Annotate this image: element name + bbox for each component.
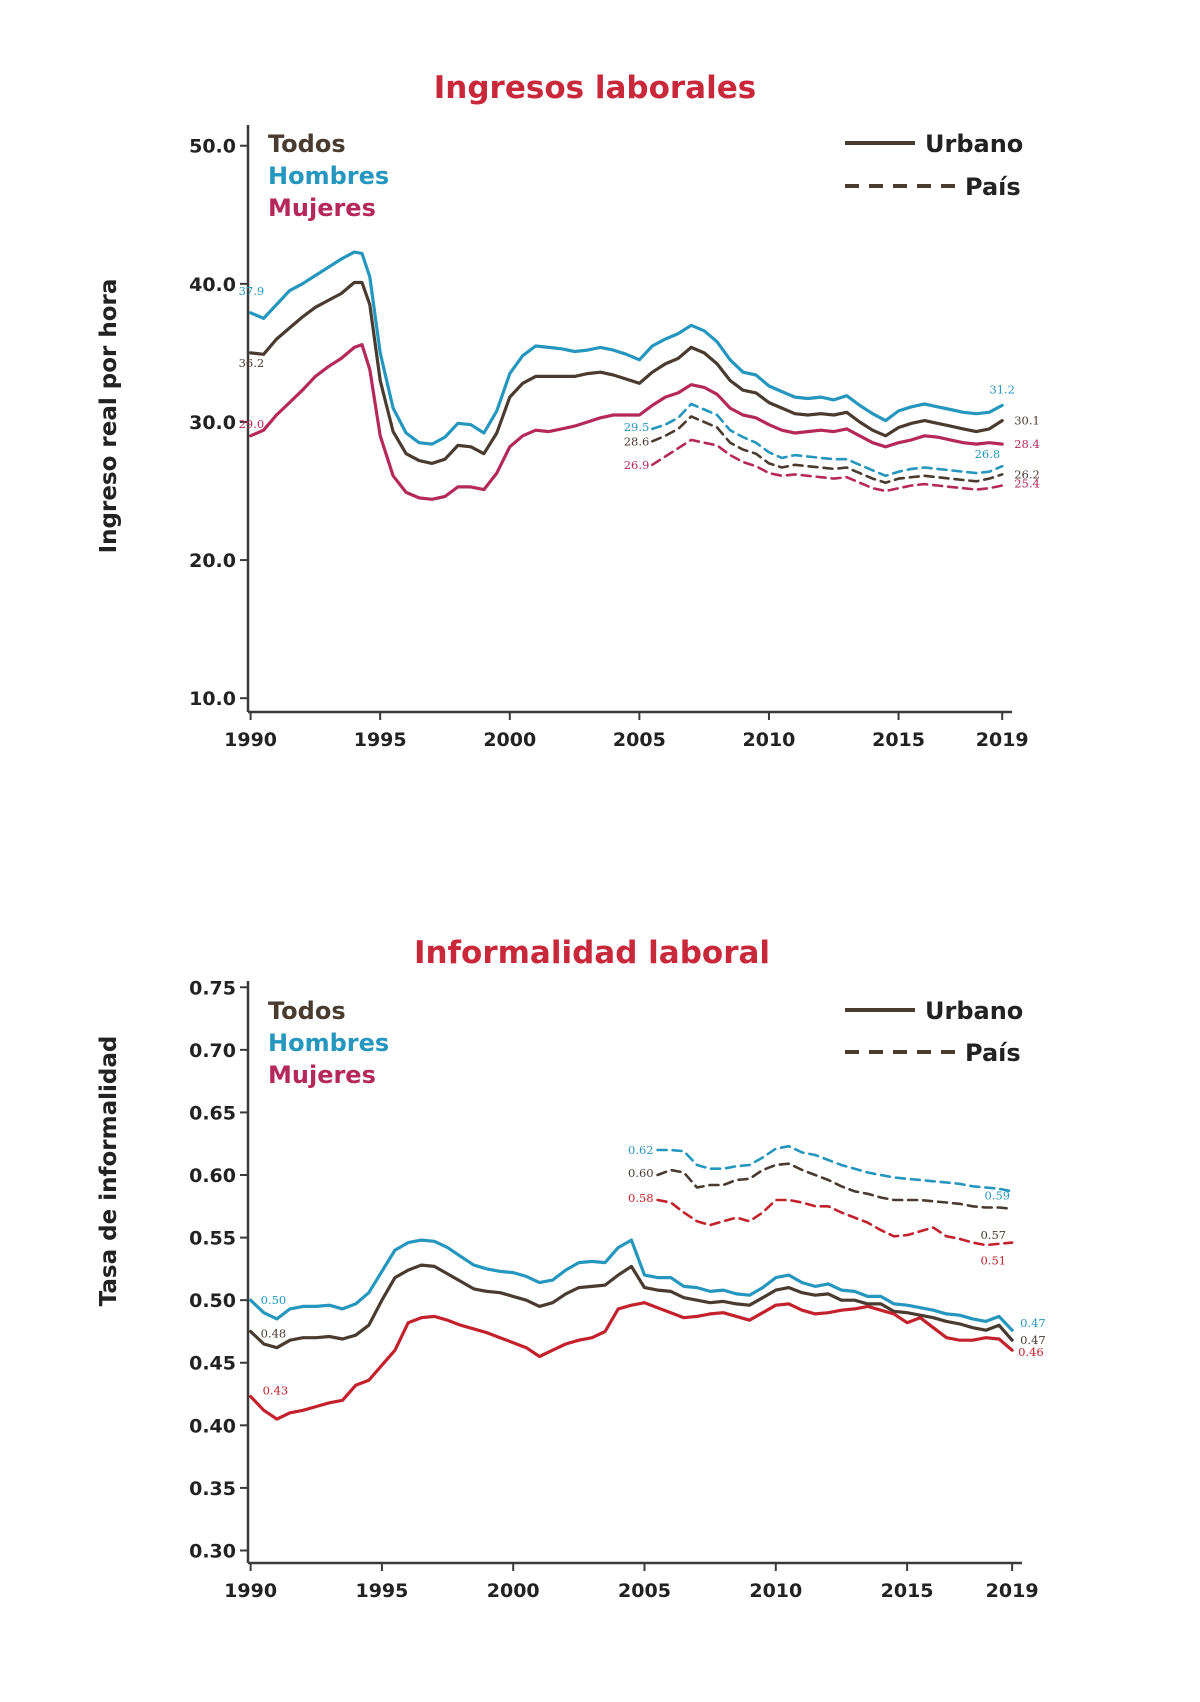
y-axis-label: Ingreso real por hora [96,279,122,554]
series-line-todos-solid [249,280,1004,465]
x-tick-label: 2005 [618,1580,671,1602]
legend-pais: País [965,1039,1021,1067]
series-line-hombres-solid [249,250,1004,446]
series-line-todos-dashed [650,415,1004,485]
x-tick-label: 2005 [613,729,666,751]
chart-title: Ingresos laborales [434,70,756,106]
series-line-todos-solid [249,1263,1014,1350]
data-label: 0.51 [980,1254,1006,1268]
data-label: 0.60 [628,1166,654,1180]
y-tick-label: 0.45 [189,1353,236,1375]
series-line-mujeres-dashed [656,1198,1014,1247]
plot-area: 0.30 0.35 0.40 0.45 0.50 0.55 0.60 0.65 0.70 0.75… [189,977,1046,1602]
data-label: 26.9 [624,458,650,472]
x-tick-label: 2010 [749,1580,802,1602]
data-label: 0.47 [1020,1316,1046,1330]
series-line-mujeres-dashed [650,438,1004,493]
legend-pais: País [965,173,1021,201]
legend-hombres: Hombres [268,162,389,190]
x-tick-label: 2015 [872,729,925,751]
series-line-hombres-solid [249,1238,1014,1332]
data-label: 0.62 [628,1143,654,1157]
y-tick-label: 0.55 [189,1228,236,1250]
data-label: 26.2 [1014,467,1040,481]
chart-informalidad-laboral: Informalidad laboral Todos Hombres Mujer… [96,935,1046,1602]
x-tick-label: 2000 [483,729,536,751]
y-tick-label: 0.65 [189,1102,236,1124]
data-label: 0.43 [263,1384,289,1398]
y-axis-label: Tasa de informalidad [96,1036,122,1307]
y-tick-label: 0.75 [189,977,236,999]
legend-urbano: Urbano [925,130,1023,158]
series-line-hombres-dashed [650,402,1004,478]
y-tick-label: 0.60 [189,1165,236,1187]
series-line-mujeres-solid [249,343,1004,501]
y-tick-label: 10.0 [189,688,236,710]
data-label: 28.6 [624,434,650,448]
data-label: 0.58 [628,1191,654,1205]
y-tick-label: 0.70 [189,1040,236,1062]
data-label: 0.46 [1018,1345,1044,1359]
y-tick-label: 50.0 [189,136,236,158]
y-tick-label: 20.0 [189,550,236,572]
data-label: 36.2 [239,356,265,370]
series-line-todos-dashed [656,1162,1014,1211]
x-tick-label: 1990 [224,729,277,751]
x-tick-label: 1995 [355,1580,408,1602]
x-tick-label: 2019 [976,729,1029,751]
data-label: 29.5 [624,420,650,434]
y-tick-label: 0.30 [189,1540,236,1562]
data-label: 0.50 [261,1293,287,1307]
chart-title: Informalidad laboral [414,935,770,971]
x-tick-label: 1995 [354,729,407,751]
data-label: 29.0 [239,417,265,431]
data-label: 0.57 [980,1228,1006,1242]
data-label: 0.48 [261,1327,287,1341]
data-label: 31.2 [989,382,1015,396]
y-tick-label: 0.35 [189,1478,236,1500]
plot-area: 10.0 20.0 30.0 40.0 50.0 1990 1995 2000 2005 2010… [189,125,1040,751]
data-label: 26.8 [975,447,1001,461]
series-line-mujeres-solid [249,1301,1014,1421]
legend-mujeres: Mujeres [268,194,376,222]
x-tick-label: 2010 [743,729,796,751]
legend-mujeres: Mujeres [268,1061,376,1089]
chart-ingresos-laborales: Ingresos laborales Todos Hombres Mujeres… [96,70,1040,751]
x-tick-label: 1990 [224,1580,277,1602]
data-label: 25.4 [1014,477,1040,491]
y-tick-label: 30.0 [189,412,236,434]
x-tick-label: 2015 [881,1580,934,1602]
data-label: 0.47 [1020,1333,1046,1347]
x-tick-label: 2000 [487,1580,540,1602]
data-label: 30.1 [1014,414,1040,428]
legend-todos: Todos [268,997,346,1025]
y-tick-label: 0.40 [189,1415,236,1437]
legend-todos: Todos [268,130,346,158]
data-label: 28.4 [1014,437,1040,451]
data-label: 0.59 [984,1188,1010,1202]
legend-urbano: Urbano [925,997,1023,1025]
series-line-hombres-dashed [656,1144,1014,1193]
x-tick-label: 2019 [986,1580,1039,1602]
y-tick-label: 0.50 [189,1290,236,1312]
data-label: 37.9 [239,284,265,298]
y-tick-label: 40.0 [189,274,236,296]
legend-hombres: Hombres [268,1029,389,1057]
